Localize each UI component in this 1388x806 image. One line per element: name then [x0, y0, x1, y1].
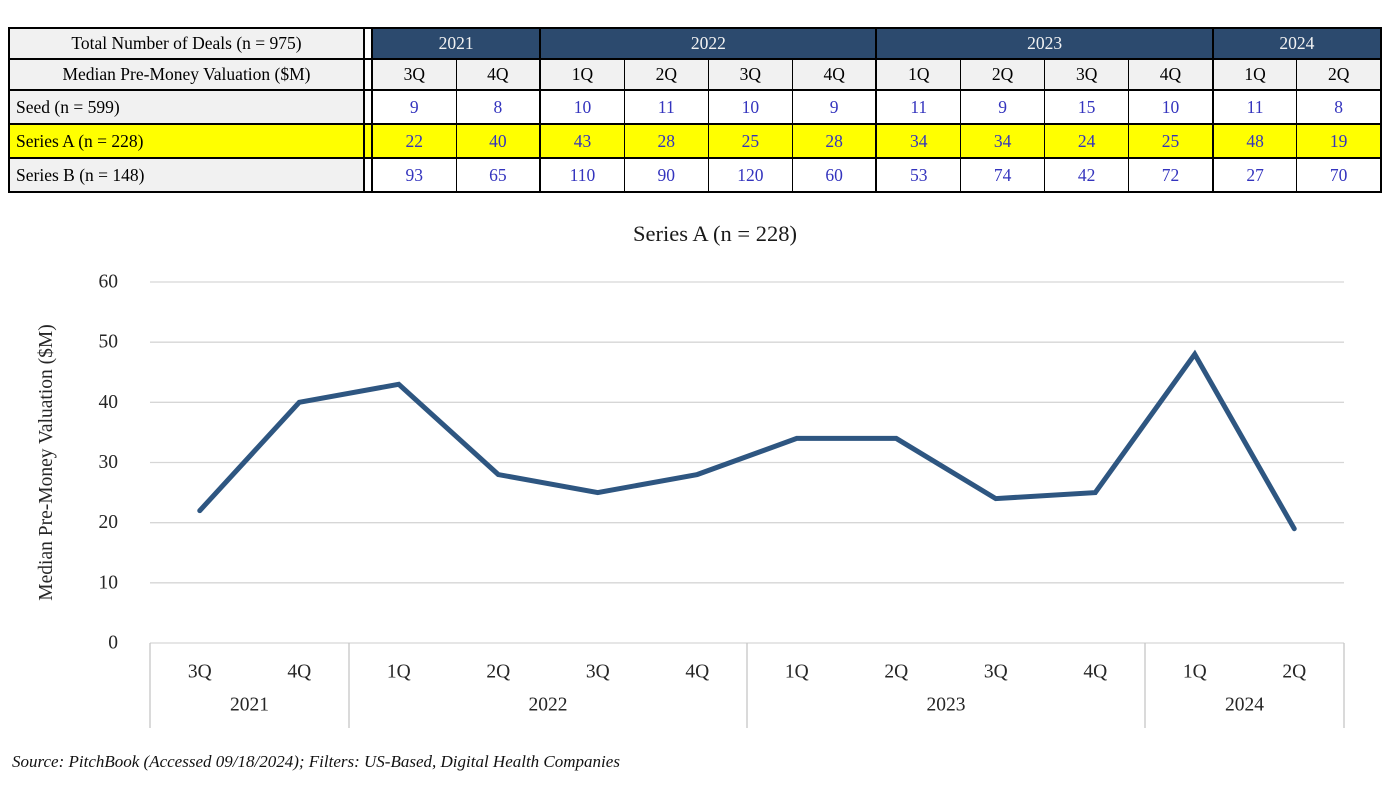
quarter-tick-label: 4Q — [287, 662, 311, 683]
value-cell: 34 — [960, 123, 1046, 159]
year-header-cell: 2021 — [370, 27, 541, 60]
y-tick-label: 30 — [99, 452, 119, 473]
source-note: Source: PitchBook (Accessed 09/18/2024);… — [12, 752, 620, 771]
value-cell: 22 — [370, 123, 457, 159]
value-cell: 65 — [455, 157, 541, 193]
value-cell: 8 — [1296, 89, 1382, 125]
y-tick-label: 50 — [99, 332, 119, 353]
value-cell: 40 — [455, 123, 541, 159]
label-gap — [363, 157, 373, 193]
value-cell: 11 — [623, 89, 709, 125]
value-cell: 120 — [707, 157, 793, 193]
year-tick-label: 2024 — [1225, 695, 1264, 716]
quarter-tick-label: 3Q — [984, 662, 1008, 683]
value-cell: 15 — [1044, 89, 1130, 125]
quarter-tick-label: 3Q — [586, 662, 610, 683]
quarter-header-cell: 2Q — [1296, 58, 1382, 91]
value-cell: 10 — [539, 89, 625, 125]
line-chart-canvas: 0 10 20 30 40 50 60 Median Pre-Money Valuation … — [36, 272, 1345, 728]
value-cell: 25 — [1128, 123, 1214, 159]
value-cell: 11 — [1211, 89, 1298, 125]
y-tick-label: 0 — [108, 633, 118, 654]
quarter-tick-label: 1Q — [785, 662, 809, 683]
value-cell: 25 — [707, 123, 793, 159]
value-cell: 28 — [623, 123, 709, 159]
value-cell: 34 — [875, 123, 962, 159]
series-a-line — [197, 349, 1297, 532]
quarter-header-cell: 4Q — [791, 58, 877, 91]
value-cell: 19 — [1296, 123, 1382, 159]
chart-title: Series A (n = 228) — [633, 221, 797, 246]
value-cell: 24 — [1044, 123, 1130, 159]
row-label: Seed (n = 599) — [8, 89, 365, 125]
quarter-header-cell: 3Q — [1044, 58, 1130, 91]
valuation-table: Total Number of Deals (n = 975) 2021 2022 2… — [8, 27, 1382, 193]
year-header-cell: 2024 — [1211, 27, 1382, 60]
quarter-header-cell: 1Q — [1211, 58, 1298, 91]
y-axis-title: Median Pre-Money Valuation ($M) — [36, 324, 57, 600]
quarter-header-cell: 4Q — [455, 58, 541, 91]
value-cell: 74 — [960, 157, 1046, 193]
quarter-tick-label: 3Q — [188, 662, 212, 683]
value-cell: 10 — [1128, 89, 1214, 125]
quarter-header-cell: 3Q — [370, 58, 457, 91]
quarter-tick-label: 1Q — [387, 662, 411, 683]
table-corner-total-deals: Total Number of Deals (n = 975) — [8, 27, 365, 60]
year-header-cell: 2023 — [875, 27, 1214, 60]
label-gap — [363, 123, 373, 159]
value-cell: 48 — [1211, 123, 1298, 159]
y-tick-label: 10 — [99, 572, 119, 593]
y-tick-label: 60 — [99, 272, 119, 293]
quarter-tick-label: 1Q — [1183, 662, 1207, 683]
quarter-tick-label: 4Q — [1083, 662, 1107, 683]
year-tick-label: 2022 — [529, 695, 568, 716]
table-corner-median-valuation: Median Pre-Money Valuation ($M) — [8, 58, 365, 91]
value-cell: 9 — [960, 89, 1046, 125]
y-tick-label: 20 — [99, 512, 119, 533]
value-cell: 70 — [1296, 157, 1382, 193]
label-gap — [363, 58, 373, 91]
row-label: Series A (n = 228) — [8, 123, 365, 159]
quarter-header-cell: 1Q — [539, 58, 625, 91]
label-gap — [363, 27, 373, 60]
value-cell: 53 — [875, 157, 962, 193]
value-cell: 60 — [791, 157, 877, 193]
quarter-header-cell: 1Q — [875, 58, 962, 91]
quarter-header-cell: 3Q — [707, 58, 793, 91]
year-tick-label: 2021 — [230, 695, 269, 716]
value-cell: 43 — [539, 123, 625, 159]
quarter-header-cell: 4Q — [1128, 58, 1214, 91]
row-label: Series B (n = 148) — [8, 157, 365, 193]
value-cell: 42 — [1044, 157, 1130, 193]
value-cell: 90 — [623, 157, 709, 193]
value-cell: 8 — [455, 89, 541, 125]
year-header-cell: 2022 — [539, 27, 877, 60]
value-cell: 9 — [370, 89, 457, 125]
value-cell: 93 — [370, 157, 457, 193]
value-cell: 10 — [707, 89, 793, 125]
y-tick-label: 40 — [99, 392, 119, 413]
value-cell: 110 — [539, 157, 625, 193]
label-gap — [363, 89, 373, 125]
quarter-header-cell: 2Q — [960, 58, 1046, 91]
quarter-header-cell: 2Q — [623, 58, 709, 91]
value-cell: 27 — [1211, 157, 1298, 193]
value-cell: 11 — [875, 89, 962, 125]
value-cell: 72 — [1128, 157, 1214, 193]
quarter-tick-label: 4Q — [685, 662, 709, 683]
value-cell: 28 — [791, 123, 877, 159]
year-tick-label: 2023 — [927, 695, 966, 716]
quarter-tick-label: 2Q — [486, 662, 510, 683]
quarter-tick-label: 2Q — [1282, 662, 1306, 683]
quarter-tick-label: 2Q — [884, 662, 908, 683]
value-cell: 9 — [791, 89, 877, 125]
